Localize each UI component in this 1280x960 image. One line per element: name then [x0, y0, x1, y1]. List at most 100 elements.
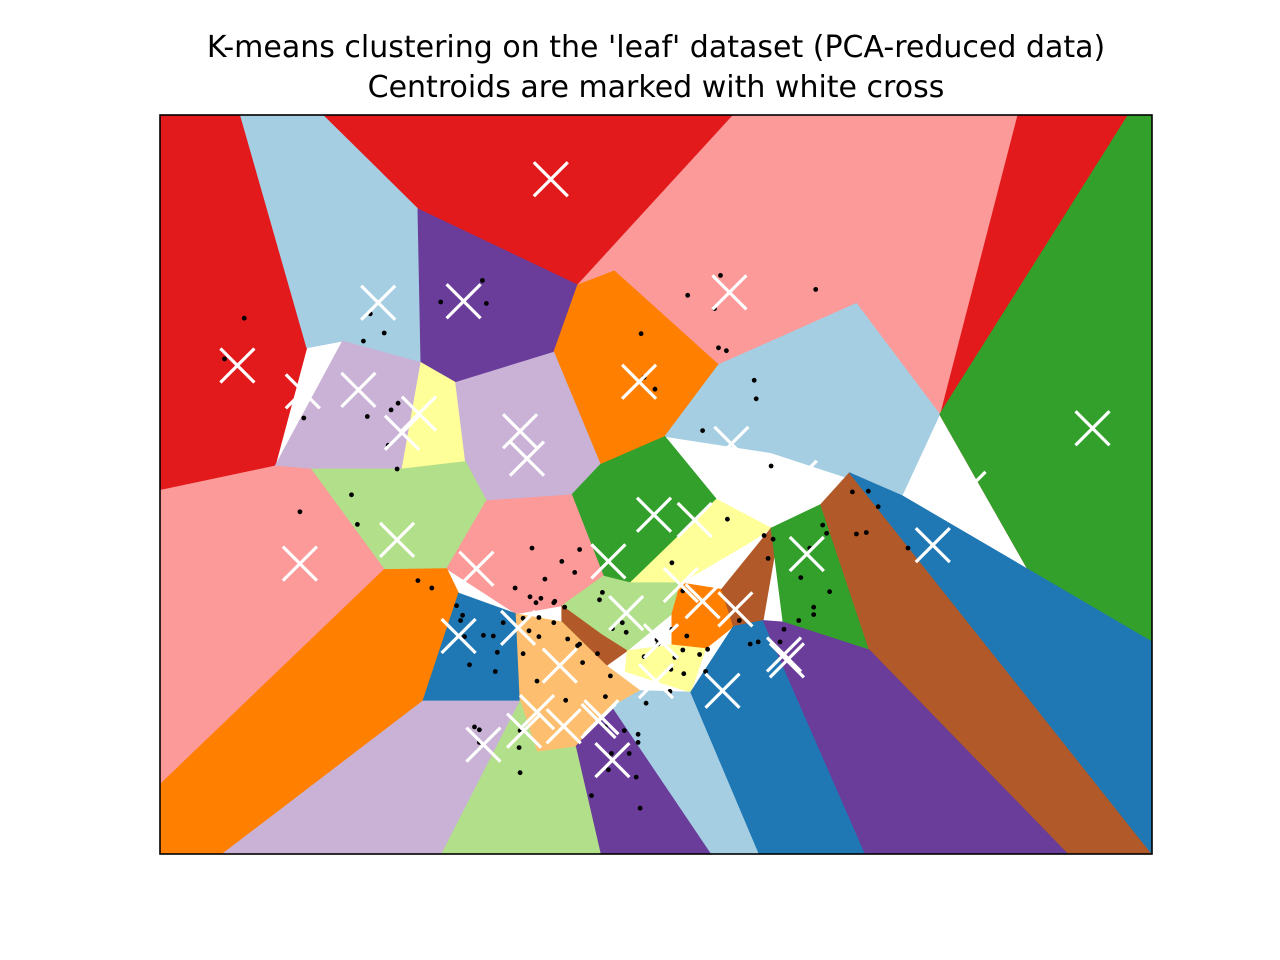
data-point — [635, 740, 641, 745]
data-point — [768, 463, 774, 469]
centroid-marker — [284, 373, 321, 410]
data-point — [875, 504, 881, 510]
data-point — [301, 415, 307, 421]
centroid-marker — [711, 274, 748, 311]
data-point — [355, 522, 360, 527]
data-point — [781, 626, 787, 632]
data-point — [697, 652, 702, 657]
centroid-marker — [788, 535, 825, 573]
data-point — [755, 639, 761, 645]
chart-subtitle: Centroids are marked with white cross — [367, 70, 945, 105]
centroid-marker — [765, 636, 803, 673]
data-point — [684, 633, 690, 639]
cluster-region-27 — [849, 472, 1152, 854]
data-point — [381, 330, 387, 336]
data-point — [565, 636, 571, 642]
data-point — [827, 589, 832, 595]
data-point — [700, 428, 705, 433]
data-point — [761, 533, 767, 538]
data-point — [777, 639, 783, 645]
centroid-marker — [684, 583, 721, 620]
data-point — [484, 301, 489, 306]
centroid-marker — [501, 413, 539, 450]
data-point — [621, 728, 627, 733]
data-point — [643, 700, 649, 706]
data-point — [559, 559, 565, 564]
data-point — [736, 618, 742, 623]
data-point — [577, 641, 582, 647]
data-point — [603, 694, 608, 699]
cluster-region-28 — [624, 644, 707, 693]
data-point — [705, 646, 710, 652]
data-point — [813, 287, 819, 292]
data-point — [751, 377, 757, 383]
data-point — [562, 604, 568, 610]
data-point — [297, 509, 303, 515]
data-point — [349, 492, 354, 498]
data-point — [589, 793, 594, 798]
data-point — [500, 620, 506, 626]
data-point — [415, 578, 421, 583]
centroid-marker — [545, 708, 582, 745]
data-point — [850, 489, 855, 495]
centroid-marker — [340, 371, 377, 409]
centroid-marker — [378, 521, 416, 559]
data-point — [635, 731, 641, 737]
centroid-marker — [458, 550, 495, 587]
data-point — [597, 597, 602, 603]
cluster-region-32 — [762, 620, 1069, 854]
centroid-marker — [1074, 410, 1111, 447]
data-point — [652, 386, 658, 392]
data-point — [395, 400, 401, 406]
data-point — [492, 669, 498, 674]
data-point — [467, 662, 472, 668]
data-point — [222, 356, 227, 362]
centroid-marker — [637, 662, 675, 700]
data-point — [626, 751, 632, 756]
data-point — [438, 299, 444, 305]
data-point — [753, 396, 759, 402]
centroid-marker — [950, 470, 987, 508]
data-point — [820, 522, 826, 528]
centroid-marker — [281, 545, 319, 582]
data-point — [725, 516, 730, 522]
data-point — [811, 604, 817, 610]
data-point — [480, 278, 485, 283]
centroid-marker — [662, 566, 699, 604]
data-point — [572, 570, 578, 575]
centroid-marker — [620, 363, 658, 400]
data-point — [798, 575, 804, 580]
data-point — [394, 466, 400, 472]
centroid-marker — [532, 161, 569, 198]
data-point — [551, 600, 557, 606]
data-point — [563, 697, 569, 703]
data-point — [608, 673, 613, 679]
data-point — [619, 620, 625, 626]
data-point — [490, 633, 496, 639]
data-point — [609, 751, 614, 756]
centroid-marker — [445, 283, 482, 320]
data-point — [494, 649, 500, 655]
data-point — [796, 618, 802, 623]
centroid-marker — [541, 647, 578, 684]
data-point — [241, 315, 247, 321]
centroid-marker — [781, 459, 818, 496]
centroid-marker — [768, 642, 806, 679]
data-point — [551, 620, 557, 626]
centroid-marker — [580, 702, 617, 740]
data-point — [681, 671, 687, 677]
data-point — [477, 727, 482, 733]
centroid-marker — [360, 284, 397, 321]
data-point — [472, 724, 477, 730]
data-point — [536, 615, 542, 620]
data-point — [600, 590, 605, 595]
data-point — [854, 531, 859, 537]
data-point — [516, 745, 522, 750]
cluster-regions — [160, 115, 1152, 854]
data-point — [606, 767, 611, 773]
data-point — [724, 348, 729, 354]
data-point — [716, 345, 721, 351]
centroid-marker — [676, 501, 713, 539]
data-point — [533, 600, 539, 606]
data-point — [637, 805, 643, 811]
